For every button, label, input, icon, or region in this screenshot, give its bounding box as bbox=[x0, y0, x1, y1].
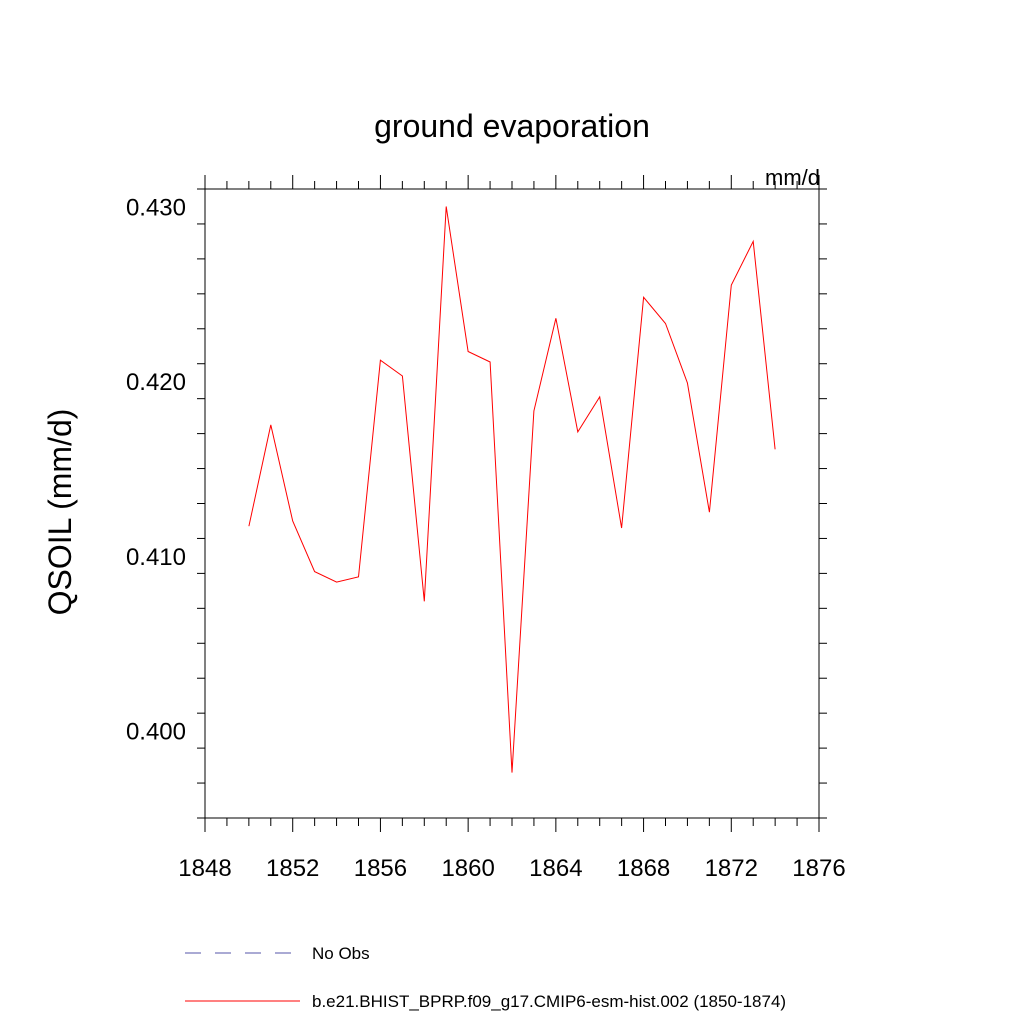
plot-frame bbox=[204, 188, 820, 819]
axis-tick-labels: 1848 1852 1856 1860 1864 1868 1872 1876 0.400 0.4… bbox=[126, 194, 846, 882]
chart-title: ground evaporation bbox=[374, 108, 650, 144]
legend-label-model: b.e21.BHIST_BPRP.f09_g17.CMIP6-esm-hist.… bbox=[312, 992, 786, 1011]
x-tick-label: 1868 bbox=[617, 855, 670, 882]
y-tick-label: 0.420 bbox=[126, 369, 186, 396]
axis-ticks bbox=[197, 175, 827, 832]
units-label: mm/d bbox=[765, 165, 820, 190]
x-tick-label: 1860 bbox=[441, 855, 494, 882]
y-axis-label: QSOIL (mm/d) bbox=[42, 409, 78, 616]
legend: No Obs b.e21.BHIST_BPRP.f09_g17.CMIP6-es… bbox=[185, 944, 786, 1011]
x-tick-label: 1852 bbox=[266, 855, 319, 882]
series-layer bbox=[248, 206, 776, 773]
x-tick-label: 1864 bbox=[529, 855, 582, 882]
y-tick-label: 0.410 bbox=[126, 544, 186, 571]
x-tick-label: 1856 bbox=[354, 855, 407, 882]
x-tick-label: 1876 bbox=[792, 855, 845, 882]
x-tick-label: 1848 bbox=[178, 855, 231, 882]
legend-label-no-obs: No Obs bbox=[312, 944, 370, 963]
series-line bbox=[248, 206, 776, 773]
x-tick-label: 1872 bbox=[705, 855, 758, 882]
y-tick-label: 0.400 bbox=[126, 719, 186, 746]
y-tick-label: 0.430 bbox=[126, 194, 186, 221]
